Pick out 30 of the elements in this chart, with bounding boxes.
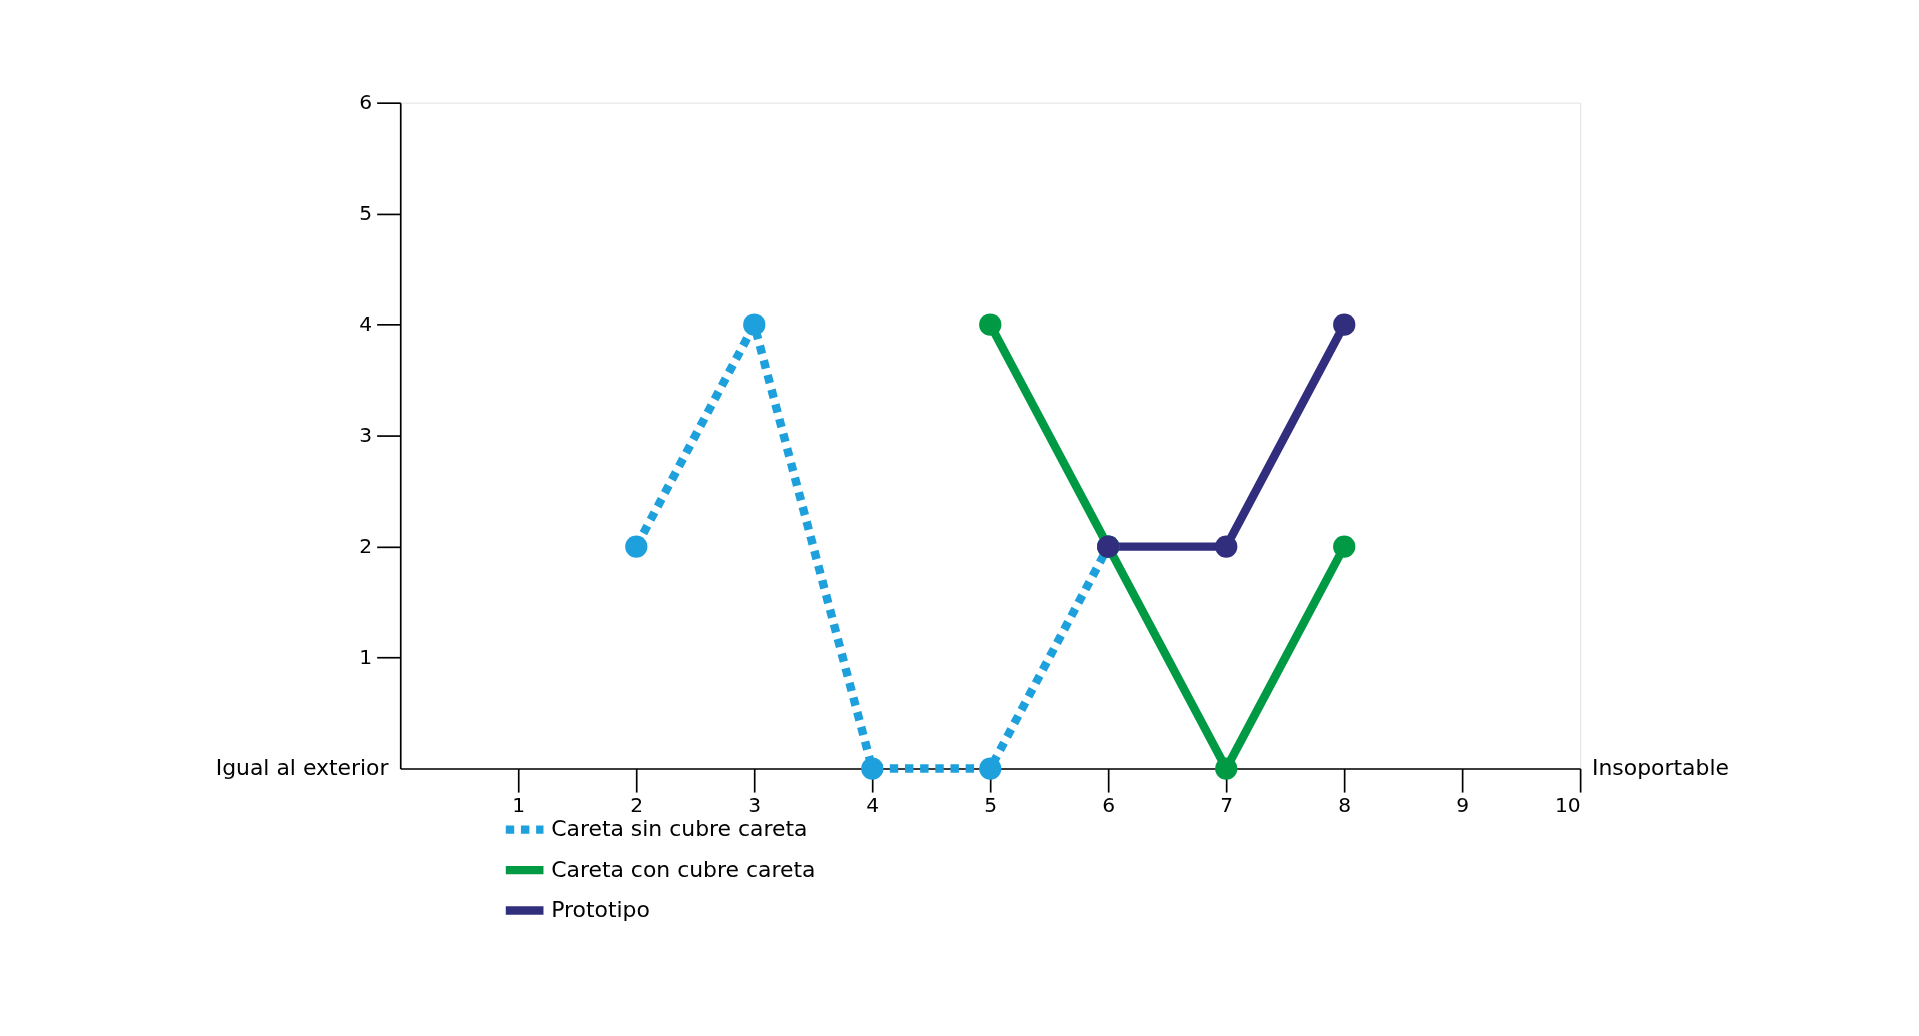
y-tick-label: 4 <box>359 312 373 337</box>
x-tick-label: 1 <box>512 792 526 817</box>
point <box>625 535 648 558</box>
x-tick-label: 3 <box>748 792 762 817</box>
x-tick-label: 10 <box>1554 792 1581 817</box>
y-tick-label: 3 <box>359 422 373 447</box>
y-tick-label: 5 <box>359 201 373 226</box>
y-tick-label: 2 <box>359 533 373 558</box>
point <box>1333 313 1356 336</box>
x-tick-label: 5 <box>984 792 998 817</box>
point <box>743 313 766 336</box>
x-tick-label: 6 <box>1102 792 1116 817</box>
x-tick-label: 7 <box>1220 792 1234 817</box>
point <box>1333 535 1356 558</box>
point <box>861 757 884 780</box>
y-tick-label: 1 <box>359 644 373 669</box>
y-tick-label: 6 <box>359 90 373 115</box>
text: Igual al exterior <box>215 755 389 781</box>
x-tick-label: 8 <box>1338 792 1352 817</box>
point <box>979 757 1002 780</box>
x-tick-label: 9 <box>1456 792 1470 817</box>
x-tick-label: 4 <box>866 792 880 817</box>
point <box>1215 535 1238 558</box>
legend-label: Careta con cubre careta <box>551 856 816 882</box>
text: Insoportable <box>1592 755 1729 781</box>
point <box>1215 757 1238 780</box>
legend-label: Careta sin cubre careta <box>551 816 808 842</box>
legend-label: Prototipo <box>551 897 650 923</box>
x-tick-label: 2 <box>630 792 644 817</box>
point <box>979 313 1002 336</box>
